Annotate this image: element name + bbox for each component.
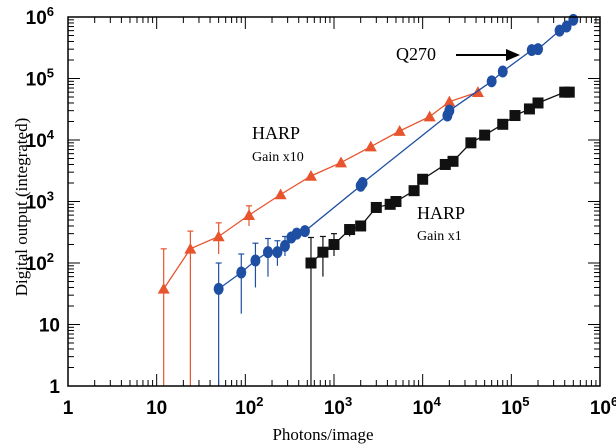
x-tick-label: 102 bbox=[235, 394, 263, 419]
y-tick-label: 102 bbox=[26, 250, 54, 275]
data-point bbox=[408, 185, 420, 197]
data-point bbox=[335, 156, 348, 168]
data-point bbox=[184, 242, 197, 254]
data-point bbox=[532, 97, 544, 109]
data-point bbox=[364, 140, 377, 152]
data-point bbox=[533, 43, 544, 56]
data-point bbox=[479, 129, 491, 141]
data-point bbox=[272, 246, 283, 259]
data-point bbox=[279, 239, 290, 252]
data-point bbox=[317, 246, 329, 258]
x-tick-label: 1 bbox=[63, 398, 74, 419]
data-point bbox=[213, 282, 224, 295]
y-tick-label: 104 bbox=[26, 127, 55, 152]
tick-labels: 1 10 102 103 104 105 106 1 10 102 103 104 105 106 bbox=[26, 4, 616, 419]
data-point bbox=[212, 230, 225, 242]
data-point bbox=[486, 75, 497, 88]
data-point bbox=[262, 246, 273, 259]
y-tick-label: 103 bbox=[26, 189, 54, 214]
plot-frame bbox=[67, 16, 601, 387]
data-point bbox=[355, 220, 367, 232]
annotation-harp-x10-title: HARP bbox=[252, 123, 300, 143]
data-point bbox=[384, 198, 396, 210]
data-point bbox=[243, 209, 256, 220]
series-q270 bbox=[213, 13, 579, 386]
annotation-harp-x10-gain: Gain x10 bbox=[252, 150, 304, 165]
data-point bbox=[444, 104, 455, 117]
annotation-q270-label: Q270 bbox=[396, 44, 436, 64]
data-point bbox=[299, 225, 310, 238]
y-tick-label: 1 bbox=[49, 377, 60, 398]
y-tick-label: 105 bbox=[26, 66, 54, 91]
data-point bbox=[509, 110, 521, 122]
x-tick-label: 105 bbox=[501, 394, 529, 419]
data-point bbox=[344, 224, 356, 236]
data-point bbox=[250, 254, 261, 267]
data-point bbox=[465, 137, 477, 149]
data-point bbox=[328, 238, 340, 250]
data-point bbox=[423, 110, 436, 122]
annotation-harp-gain-x1: HARP Gain x1 bbox=[417, 203, 465, 244]
data-point bbox=[304, 169, 317, 181]
annotation-q270: Q270 bbox=[396, 44, 520, 64]
data-point bbox=[417, 173, 429, 185]
data-point bbox=[439, 158, 451, 170]
axis-ticks bbox=[67, 17, 600, 387]
data-point bbox=[357, 176, 368, 189]
y-tick-label: 106 bbox=[26, 4, 54, 29]
data-point bbox=[157, 282, 170, 294]
data-point bbox=[568, 13, 579, 26]
data-point bbox=[236, 266, 247, 279]
series-line bbox=[163, 91, 479, 290]
annotation-harp-x1-gain: Gain x1 bbox=[417, 229, 462, 244]
data-point bbox=[497, 118, 509, 130]
data-point bbox=[390, 196, 402, 207]
series-harp-gain-x1 bbox=[305, 86, 575, 386]
data-point bbox=[274, 188, 287, 200]
annotation-harp-x1-title: HARP bbox=[417, 203, 465, 223]
data-point bbox=[447, 155, 459, 167]
data-series bbox=[157, 13, 579, 386]
data-point bbox=[291, 227, 302, 240]
data-point bbox=[305, 257, 317, 269]
x-tick-label: 10 bbox=[146, 398, 167, 419]
annotation-harp-gain-x10: HARP Gain x10 bbox=[252, 123, 304, 165]
x-tick-label: 106 bbox=[590, 394, 616, 419]
data-point bbox=[443, 95, 456, 107]
series-harp-gain-x10 bbox=[157, 86, 484, 386]
x-axis-title: Photons/image bbox=[272, 425, 373, 444]
data-point bbox=[523, 103, 535, 115]
y-tick-label: 10 bbox=[39, 316, 60, 337]
y-axis-title: Digital output (integrated) bbox=[12, 118, 31, 296]
data-point bbox=[497, 65, 508, 78]
x-tick-label: 103 bbox=[324, 394, 352, 419]
data-point bbox=[393, 125, 406, 136]
x-tick-label: 104 bbox=[412, 394, 441, 419]
data-point bbox=[370, 201, 382, 213]
right-arrow-icon bbox=[456, 49, 520, 61]
data-point bbox=[563, 86, 575, 98]
data-point bbox=[561, 20, 572, 33]
